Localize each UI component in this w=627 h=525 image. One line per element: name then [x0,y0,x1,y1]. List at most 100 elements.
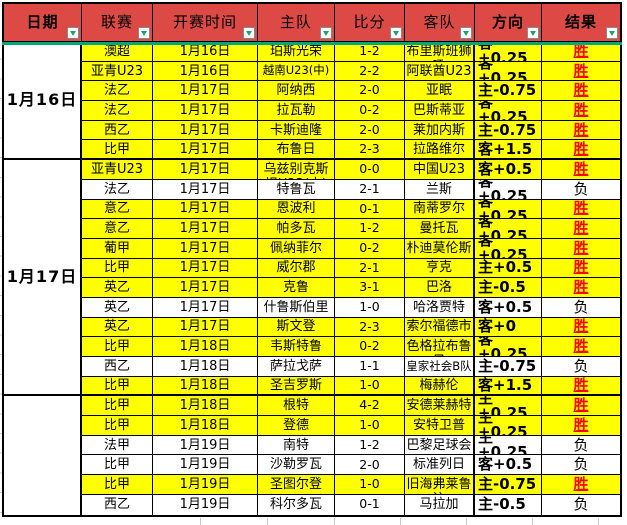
cell-home-team[interactable]: 什鲁斯伯里 [258,297,335,318]
cell-away-team[interactable]: 旧海弗莱鲁汶 [405,475,475,495]
cell-kickoff-time[interactable]: 1月17日 [153,81,258,102]
cell-score[interactable]: 3-1 [335,278,405,298]
cell-home-team[interactable]: 登德 [258,416,335,436]
cell-home-team[interactable]: 乌兹别克斯坦U23(中) [258,160,335,180]
header-cell-league[interactable]: 联赛 [82,4,153,42]
cell-home-team[interactable]: 韦斯特鲁 [258,337,335,357]
cell-home-team[interactable]: 帕多瓦 [258,219,335,239]
date-group-cell[interactable]: 1月17日 [4,160,82,397]
cell-away-team[interactable]: 索尔福德市 [405,317,475,338]
cell-direction[interactable]: 主-0.5 [475,278,542,298]
cell-away-team[interactable]: 标准列日 [405,455,475,476]
cell-result[interactable]: 负 [542,435,620,456]
cell-league[interactable]: 法乙 [82,179,153,200]
cell-home-team[interactable]: 科尔多瓦 [258,494,335,515]
cell-direction[interactable]: 客+0 [475,317,542,338]
cell-result[interactable]: 胜 [542,140,620,161]
cell-away-team[interactable]: 曼托瓦 [405,219,475,239]
cell-score[interactable]: 2-1 [335,258,405,279]
cell-direction[interactable]: 客+1.5 [475,376,542,397]
cell-result[interactable]: 胜 [542,199,620,220]
header-cell-kickoff-time[interactable]: 开赛时间 [153,4,258,42]
cell-result[interactable]: 胜 [542,475,620,495]
cell-league[interactable]: 比甲 [82,376,153,397]
cell-kickoff-time[interactable]: 1月16日 [153,42,258,62]
cell-direction[interactable]: 客+0.25 [475,42,542,62]
cell-kickoff-time[interactable]: 1月17日 [153,317,258,338]
cell-league[interactable]: 西乙 [82,120,153,141]
cell-score[interactable]: 1-0 [335,297,405,318]
cell-kickoff-time[interactable]: 1月17日 [153,120,258,141]
cell-away-team[interactable]: 梅赫伦 [405,376,475,397]
cell-home-team[interactable]: 沙勒罗瓦 [258,455,335,476]
cell-result[interactable]: 胜 [542,160,620,180]
cell-direction[interactable]: 主+0.5 [475,258,542,279]
cell-home-team[interactable]: 珀斯光荣 [258,42,335,62]
cell-home-team[interactable]: 拉瓦勒 [258,101,335,121]
cell-kickoff-time[interactable]: 1月17日 [153,140,258,161]
cell-direction[interactable]: 主+0.25 [475,435,542,456]
cell-home-team[interactable]: 圣吉罗斯 [258,376,335,397]
cell-home-team[interactable]: 阿纳西 [258,81,335,102]
cell-score[interactable]: 1-0 [335,376,405,397]
cell-kickoff-time[interactable]: 1月19日 [153,455,258,476]
cell-away-team[interactable]: 朴迪莫伦斯 [405,238,475,259]
filter-button[interactable] [606,27,618,39]
header-cell-result[interactable]: 结果 [542,4,620,42]
cell-league[interactable]: 比甲 [82,475,153,495]
cell-away-team[interactable]: 哈洛贾特 [405,297,475,318]
cell-away-team[interactable]: 巴洛 [405,278,475,298]
cell-direction[interactable]: 客+0.25 [475,238,542,259]
cell-result[interactable]: 负 [542,297,620,318]
cell-direction[interactable]: 客+0.25 [475,179,542,200]
cell-league[interactable]: 比甲 [82,258,153,279]
cell-away-team[interactable]: 亨克 [405,258,475,279]
cell-result[interactable]: 负 [542,494,620,515]
cell-result[interactable]: 负 [542,357,620,377]
cell-score[interactable]: 2-0 [335,81,405,102]
cell-score[interactable]: 2-0 [335,120,405,141]
header-cell-date[interactable]: 日期 [4,4,82,42]
cell-score[interactable]: 1-0 [335,416,405,436]
filter-button[interactable] [138,27,150,39]
date-group-cell[interactable]: 1月16日 [4,42,82,161]
cell-direction[interactable]: 客+0.5 [475,160,542,180]
cell-home-team[interactable]: 恩波利 [258,199,335,220]
cell-direction[interactable]: 客+0.25 [475,61,542,82]
cell-away-team[interactable]: 马拉加 [405,494,475,515]
cell-direction[interactable]: 客+0.25 [475,337,542,357]
cell-kickoff-time[interactable]: 1月17日 [153,199,258,220]
cell-home-team[interactable]: 南特 [258,435,335,456]
cell-kickoff-time[interactable]: 1月17日 [153,258,258,279]
cell-direction[interactable]: 主-0.5 [475,494,542,515]
cell-result[interactable]: 胜 [542,317,620,338]
cell-league[interactable]: 英乙 [82,317,153,338]
cell-direction[interactable]: 客+0.5 [475,455,542,476]
filter-button[interactable] [390,27,402,39]
cell-result[interactable]: 胜 [542,238,620,259]
cell-kickoff-time[interactable]: 1月18日 [153,396,258,417]
filter-button[interactable] [320,27,332,39]
cell-result[interactable]: 胜 [542,416,620,436]
header-cell-score[interactable]: 比分 [335,4,405,42]
cell-league[interactable]: 比甲 [82,140,153,161]
cell-score[interactable]: 1-2 [335,219,405,239]
cell-score[interactable]: 0-1 [335,494,405,515]
cell-home-team[interactable]: 卡斯迪隆 [258,120,335,141]
cell-away-team[interactable]: 皇家社会B队 [405,357,475,377]
cell-league[interactable]: 比甲 [82,455,153,476]
cell-direction[interactable]: 主+0.25 [475,416,542,436]
header-cell-away-team[interactable]: 客队 [405,4,475,42]
cell-direction[interactable]: 主-0.75 [475,357,542,377]
cell-league[interactable]: 比甲 [82,416,153,436]
cell-result[interactable]: 胜 [542,258,620,279]
cell-kickoff-time[interactable]: 1月17日 [153,297,258,318]
cell-away-team[interactable]: 莱加内斯 [405,120,475,141]
cell-league[interactable]: 英乙 [82,297,153,318]
cell-result[interactable]: 胜 [542,337,620,357]
cell-kickoff-time[interactable]: 1月17日 [153,278,258,298]
cell-kickoff-time[interactable]: 1月18日 [153,357,258,377]
cell-direction[interactable]: 客+0.25 [475,219,542,239]
cell-result[interactable]: 胜 [542,61,620,82]
cell-away-team[interactable]: 色格拉布鲁日 [405,337,475,357]
